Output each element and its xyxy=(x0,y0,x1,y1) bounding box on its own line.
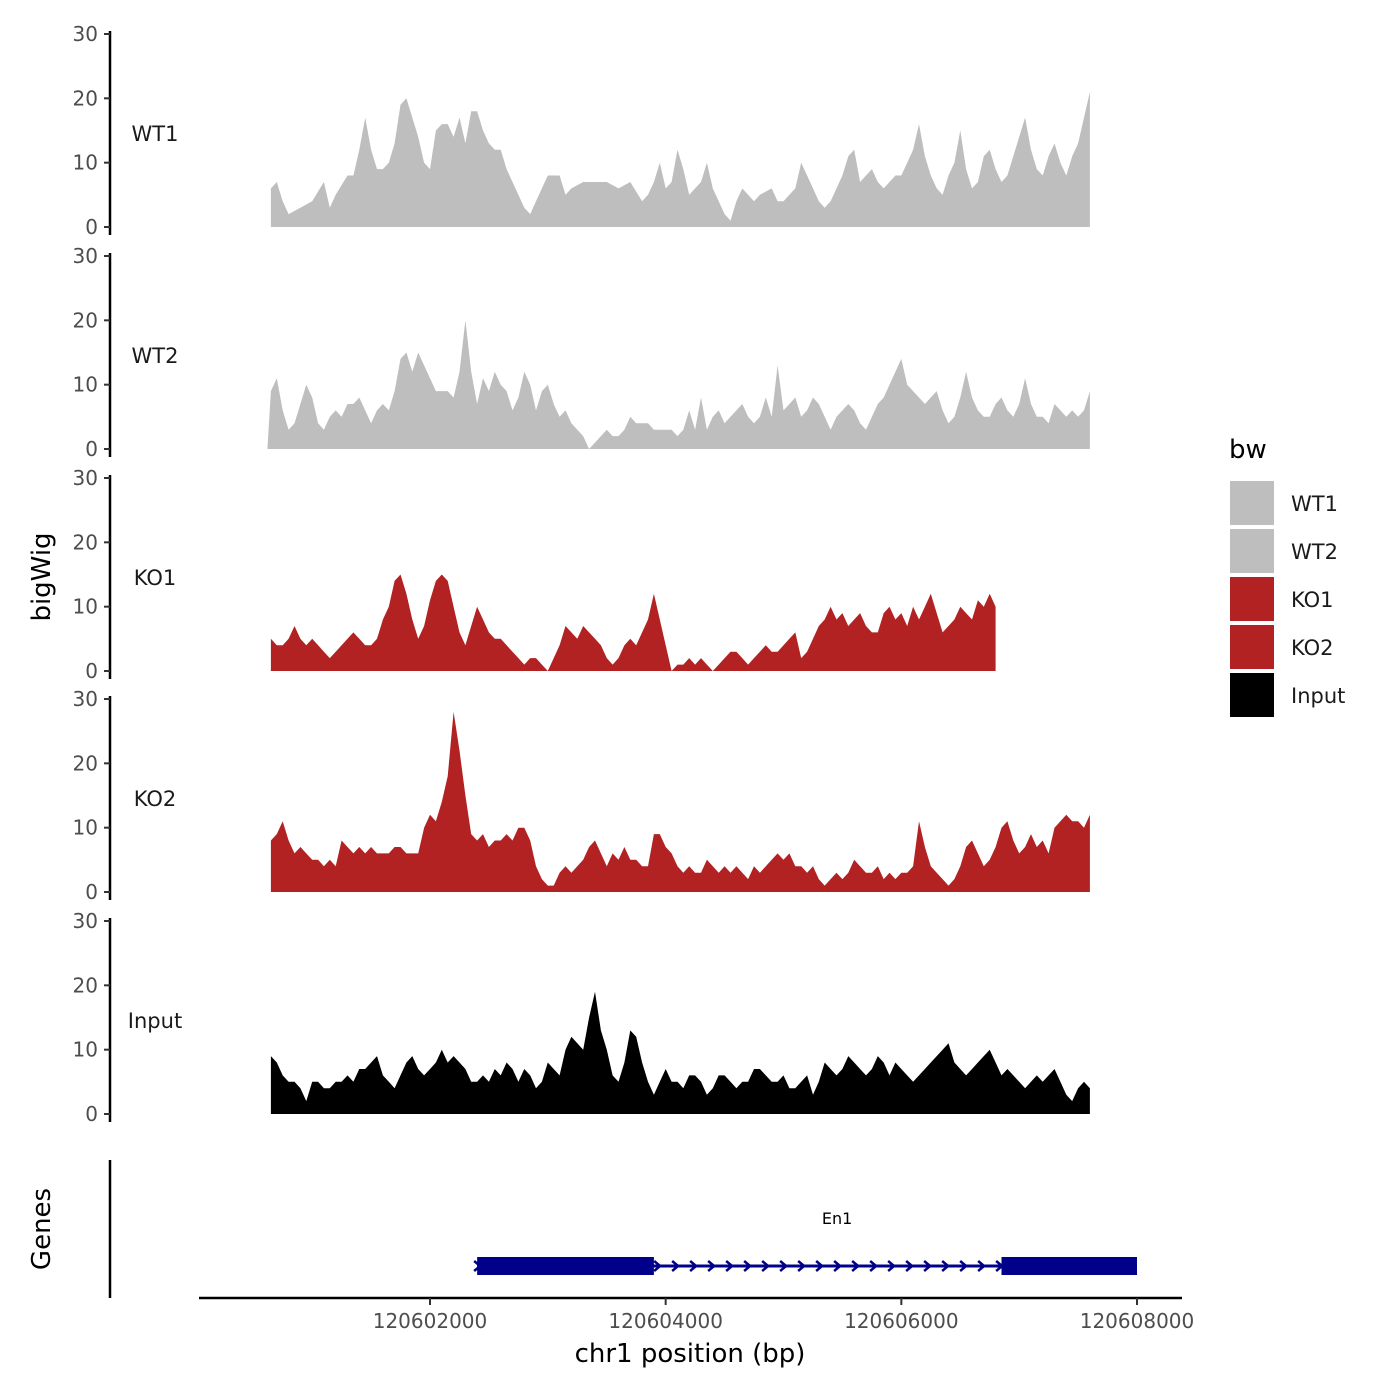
x-tick-label: 120602000 xyxy=(373,1309,488,1333)
y-tick-label: 10 xyxy=(73,373,98,397)
y-tick-label: 20 xyxy=(73,973,98,997)
x-axis: 120602000 120604000 120606000 120608000 xyxy=(199,1296,1195,1333)
strand-arrow xyxy=(851,1260,861,1272)
y-tick-label: 30 xyxy=(73,466,98,490)
track-label: WT2 xyxy=(132,344,179,368)
strand-arrow xyxy=(743,1260,753,1272)
gene-exon xyxy=(477,1257,654,1275)
y-tick-label: 0 xyxy=(85,437,98,461)
strand-arrow xyxy=(959,1260,969,1272)
legend-label: Input xyxy=(1291,684,1345,708)
legend-swatch xyxy=(1230,481,1274,525)
y-tick-label: 0 xyxy=(85,1102,98,1126)
gene-name-label: En1 xyxy=(822,1209,852,1228)
track-label: KO2 xyxy=(134,787,177,811)
y-tick-label: 0 xyxy=(85,215,98,239)
y-tick-label: 10 xyxy=(73,595,98,619)
area-input xyxy=(270,991,1090,1114)
track-wt1: 0 10 20 30 WT1 xyxy=(73,22,1090,239)
y-tick-label: 30 xyxy=(73,909,98,933)
gene-panel-title: Genes xyxy=(27,1188,57,1270)
legend-item-ko2: KO2 xyxy=(1230,625,1334,669)
y-tick-label: 30 xyxy=(73,22,98,46)
legend-swatch xyxy=(1230,625,1274,669)
strand-arrow xyxy=(815,1260,825,1272)
y-tick-label: 20 xyxy=(73,751,98,775)
y-tick-label: 20 xyxy=(73,308,98,332)
legend-label: KO1 xyxy=(1291,588,1334,612)
y-tick-label: 0 xyxy=(85,880,98,904)
legend-label: KO2 xyxy=(1291,636,1334,660)
x-tick-label: 120606000 xyxy=(844,1309,959,1333)
track-input: 0 10 20 30 Input xyxy=(73,909,1090,1126)
y-tick-label: 20 xyxy=(73,530,98,554)
strand-arrow xyxy=(653,1260,663,1272)
y-tick-label: 10 xyxy=(73,816,98,840)
legend-item-ko1: KO1 xyxy=(1230,577,1334,621)
track-wt2: 0 10 20 30 WT2 xyxy=(73,244,1090,461)
y-tick-label: 20 xyxy=(73,86,98,110)
strand-arrow xyxy=(761,1260,771,1272)
strand-arrow xyxy=(689,1260,699,1272)
y-axis-title: bigWig xyxy=(27,532,57,621)
legend-swatch xyxy=(1230,577,1274,621)
y-tick-label: 10 xyxy=(73,151,98,175)
strand-arrow xyxy=(779,1260,789,1272)
strand-arrow xyxy=(923,1260,933,1272)
legend: bw WT1 WT2 KO1 KO2 Input xyxy=(1229,435,1345,717)
x-tick-label: 120604000 xyxy=(608,1309,723,1333)
strand-arrow xyxy=(869,1260,879,1272)
strand-arrow xyxy=(887,1260,897,1272)
strand-arrow xyxy=(725,1260,735,1272)
track-label: WT1 xyxy=(132,122,179,146)
area-wt1 xyxy=(270,91,1090,228)
gene-en1: En1 xyxy=(473,1209,1137,1275)
track-ko2: 0 10 20 30 KO2 xyxy=(73,687,1090,904)
legend-title: bw xyxy=(1229,435,1267,465)
legend-item-wt2: WT2 xyxy=(1230,529,1338,573)
strand-arrow xyxy=(905,1260,915,1272)
y-tick-label: 10 xyxy=(73,1038,98,1062)
legend-item-wt1: WT1 xyxy=(1230,481,1338,525)
x-axis-title: chr1 position (bp) xyxy=(575,1339,806,1369)
strand-arrow xyxy=(671,1260,681,1272)
area-ko1 xyxy=(270,574,996,671)
legend-label: WT1 xyxy=(1291,492,1338,516)
gene-panel: En1 xyxy=(108,1160,1137,1298)
legend-label: WT2 xyxy=(1291,540,1338,564)
x-tick-label: 120608000 xyxy=(1080,1309,1195,1333)
area-ko2 xyxy=(270,711,1090,892)
strand-arrow xyxy=(977,1260,987,1272)
legend-item-input: Input xyxy=(1230,673,1345,717)
strand-arrow xyxy=(941,1260,951,1272)
track-label: Input xyxy=(128,1009,182,1033)
y-tick-label: 0 xyxy=(85,659,98,683)
legend-swatch xyxy=(1230,529,1274,573)
strand-arrow xyxy=(833,1260,843,1272)
y-tick-label: 30 xyxy=(73,687,98,711)
track-label: KO1 xyxy=(134,566,177,590)
legend-swatch xyxy=(1230,673,1274,717)
area-wt2 xyxy=(267,320,1090,449)
strand-arrow xyxy=(797,1260,807,1272)
strand-arrow xyxy=(707,1260,717,1272)
y-tick-label: 30 xyxy=(73,244,98,268)
gene-exon xyxy=(1001,1257,1137,1275)
signal-tracks: 0 10 20 30 WT1 0 10 20 30 WT2 0 10 20 30 KO1 0 10 20 30 KO2… xyxy=(73,22,1090,1126)
track-ko1: 0 10 20 30 KO1 xyxy=(73,466,996,683)
